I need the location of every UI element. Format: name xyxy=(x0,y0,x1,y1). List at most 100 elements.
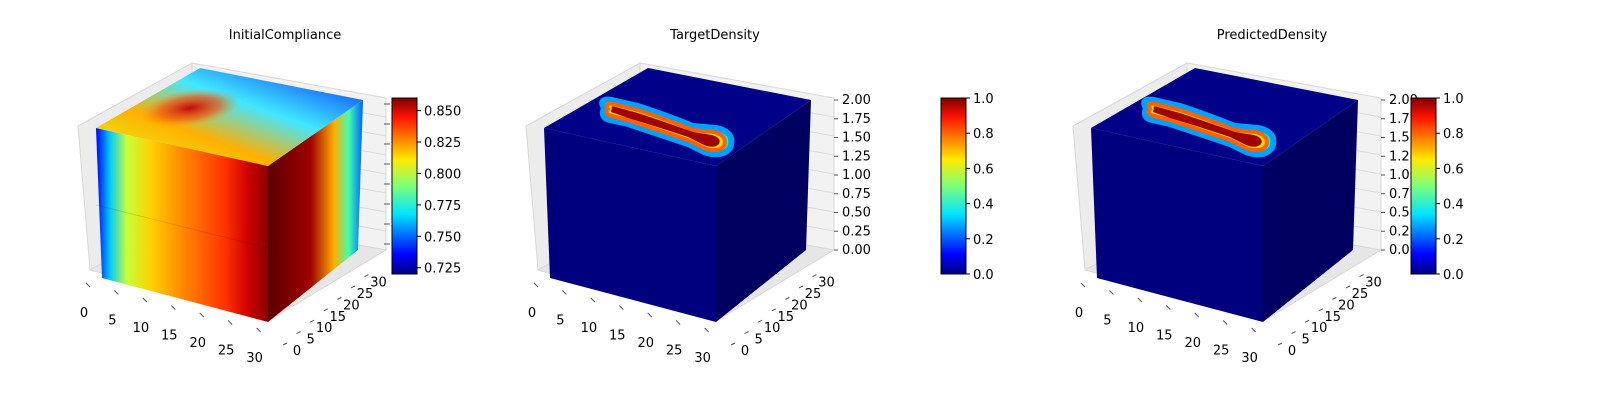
x-tick-mark xyxy=(618,305,624,310)
x-tick-mark xyxy=(199,312,205,318)
colorbar-tick-label: 0.6 xyxy=(973,162,994,177)
panel-title: InitialCompliance xyxy=(229,28,342,43)
colorbar-tick-label: 0.725 xyxy=(424,262,461,277)
z-tick-label: 1.25 xyxy=(842,149,871,164)
y-tick-label: 10 xyxy=(316,321,333,336)
y-tick-label: 0 xyxy=(1288,344,1296,359)
colorbar-tick-label: 0.800 xyxy=(424,167,461,182)
x-tick-label: 5 xyxy=(108,314,116,329)
cube-top-face xyxy=(1091,68,1358,166)
colorbar-tick-label: 0.0 xyxy=(1443,268,1464,283)
y-tick-label: 15 xyxy=(330,310,347,325)
x-tick-label: 10 xyxy=(1128,321,1145,336)
y-tick-label: 30 xyxy=(1365,276,1382,291)
x-tick-mark xyxy=(1194,312,1200,318)
x-tick-mark xyxy=(1080,282,1086,288)
x-tick-mark xyxy=(1109,290,1114,295)
colorbar-tick-label: 0.4 xyxy=(973,198,994,213)
x-tick-mark xyxy=(1222,320,1228,325)
x-tick-label: 30 xyxy=(246,351,263,366)
colorbar-tick-label: 0.6 xyxy=(1443,162,1464,177)
x-tick-label: 5 xyxy=(1103,314,1111,329)
y-tick-label: 15 xyxy=(778,310,795,325)
y-tick-mark xyxy=(309,319,315,323)
colorbar-tick-label: 1.0 xyxy=(973,92,994,107)
x-tick-mark xyxy=(675,320,681,325)
y-tick-mark xyxy=(812,274,817,278)
y-tick-mark xyxy=(785,296,790,300)
compliance-hot-spot xyxy=(140,88,240,128)
panel-title: PredictedDensity xyxy=(1217,28,1328,43)
x-tick-label: 15 xyxy=(161,329,178,344)
y-tick-mark xyxy=(771,308,777,312)
y-tick-mark xyxy=(1304,319,1310,323)
x-tick-mark xyxy=(704,327,709,333)
y-tick-mark xyxy=(798,285,804,289)
y-tick-label: 20 xyxy=(791,298,808,313)
x-tick-label: 15 xyxy=(1156,329,1173,344)
colorbar xyxy=(1410,97,1437,275)
cube-top-face xyxy=(96,68,363,166)
colorbar xyxy=(940,97,967,275)
cube-side-face xyxy=(716,100,811,322)
y-tick-mark xyxy=(350,285,356,289)
colorbar-tick-label: 0.8 xyxy=(1443,127,1464,142)
colorbar-tick-label: 0.775 xyxy=(424,199,461,214)
x-tick-label: 30 xyxy=(694,351,711,366)
x-tick-label: 25 xyxy=(666,344,683,359)
x-tick-label: 10 xyxy=(133,321,150,336)
x-tick-mark xyxy=(227,320,233,325)
x-tick-mark xyxy=(1137,297,1143,303)
y-tick-label: 30 xyxy=(818,276,835,291)
y-tick-label: 0 xyxy=(293,344,301,359)
z-tick-label: 2.00 xyxy=(842,93,871,108)
x-tick-label: 30 xyxy=(1241,351,1258,366)
y-tick-label: 25 xyxy=(805,287,822,302)
y-tick-label: 25 xyxy=(357,287,374,302)
y-tick-mark xyxy=(744,331,749,335)
y-tick-label: 20 xyxy=(1338,298,1355,313)
cube-front-face xyxy=(544,128,716,322)
z-tick-label: 0.25 xyxy=(842,224,871,239)
x-tick-mark xyxy=(647,312,653,318)
y-tick-mark xyxy=(1277,342,1283,346)
x-tick-mark xyxy=(562,290,567,295)
y-tick-label: 5 xyxy=(754,333,762,348)
colorbar-tick-label: 0.8 xyxy=(973,127,994,142)
z-tick-label: 1.75 xyxy=(842,112,871,127)
x-tick-mark xyxy=(256,327,261,333)
y-tick-mark xyxy=(730,342,736,346)
x-tick-label: 15 xyxy=(609,329,626,344)
panel-title: TargetDensity xyxy=(669,28,760,43)
colorbar-tick-label: 0.4 xyxy=(1443,198,1464,213)
x-tick-label: 20 xyxy=(1184,336,1201,351)
x-tick-label: 5 xyxy=(556,314,564,329)
x-tick-mark xyxy=(142,297,148,303)
y-tick-label: 10 xyxy=(1311,321,1328,336)
cube-side-face xyxy=(1263,100,1358,322)
y-tick-label: 5 xyxy=(306,333,314,348)
x-tick-mark xyxy=(533,282,539,288)
y-tick-mark xyxy=(1359,274,1364,278)
x-tick-mark xyxy=(1165,305,1171,310)
y-tick-mark xyxy=(1318,308,1324,312)
x-tick-mark xyxy=(114,290,119,295)
y-tick-mark xyxy=(323,308,329,312)
y-tick-mark xyxy=(296,331,301,335)
colorbar-tick-label: 0.750 xyxy=(424,230,461,245)
x-tick-mark xyxy=(85,282,91,288)
z-tick-label: 1.50 xyxy=(842,131,871,146)
y-tick-label: 20 xyxy=(343,298,360,313)
x-tick-label: 20 xyxy=(189,336,206,351)
colorbar xyxy=(391,97,418,275)
z-tick-label: 0.75 xyxy=(842,187,871,202)
cube-front-face xyxy=(1091,128,1263,322)
y-tick-mark xyxy=(1291,331,1296,335)
y-tick-label: 10 xyxy=(764,321,781,336)
z-tick-label: 1.00 xyxy=(842,168,871,183)
z-tick-label: 0.50 xyxy=(842,206,871,221)
